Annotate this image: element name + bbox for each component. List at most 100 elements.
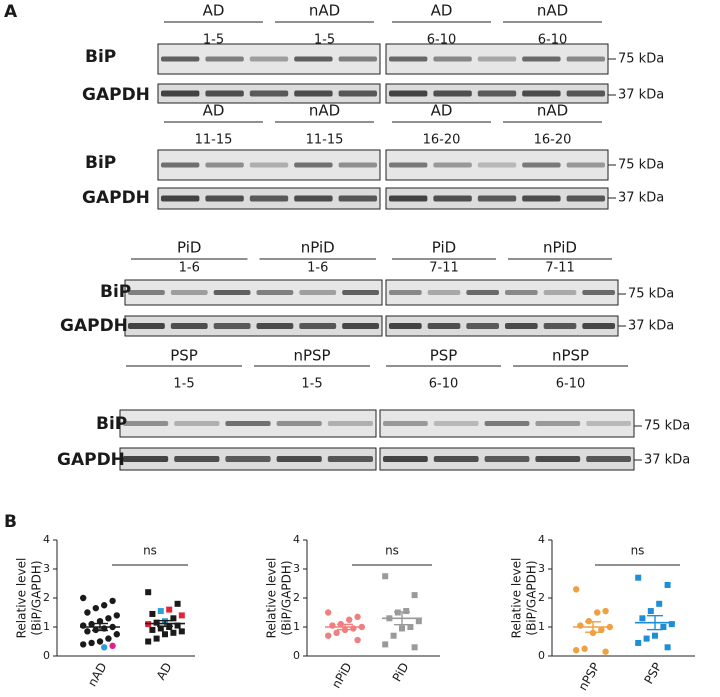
group-label: AD (203, 102, 225, 120)
data-point (166, 606, 173, 613)
band (433, 162, 472, 168)
band (433, 195, 472, 202)
significance-label: ns (631, 544, 645, 558)
group-label: PiD (177, 239, 201, 257)
data-point (602, 648, 609, 655)
band (484, 421, 530, 426)
band (466, 290, 499, 295)
data-point (382, 573, 389, 580)
data-point (153, 619, 160, 626)
row-label: GAPDH (82, 85, 150, 105)
band (249, 195, 289, 202)
data-point (573, 647, 580, 654)
data-point (643, 635, 650, 642)
band (128, 290, 165, 295)
y-tick-label: 1 (538, 620, 545, 633)
band (249, 162, 289, 168)
band (299, 323, 337, 329)
panel-label: A (4, 2, 18, 22)
data-point (407, 624, 414, 630)
data-point (346, 616, 353, 623)
band (338, 162, 377, 168)
band (566, 195, 605, 202)
data-point (80, 641, 87, 648)
data-point (174, 600, 181, 607)
data-point (109, 597, 116, 605)
data-point (415, 618, 422, 625)
band (342, 290, 379, 295)
data-point (403, 608, 410, 615)
lane-range: 11-15 (195, 133, 233, 148)
data-point (88, 639, 95, 647)
row-label: BiP (96, 414, 127, 434)
y-tick-label: 0 (43, 649, 50, 662)
band (433, 90, 472, 97)
data-point (333, 629, 340, 636)
data-point (162, 631, 168, 638)
x-tick-label: nPSP (576, 660, 603, 693)
data-point (664, 644, 671, 651)
band (389, 290, 422, 295)
y-axis-label: (BiP/GAPDH) (525, 560, 539, 635)
y-axis-label: Relative level (15, 558, 29, 639)
band (170, 323, 208, 329)
band (327, 456, 373, 462)
lane-range: 11-15 (306, 133, 344, 148)
group-label: PSP (170, 347, 198, 365)
data-point (668, 621, 675, 628)
group-label: nAD (537, 2, 568, 20)
band (389, 90, 428, 97)
data-point (325, 609, 332, 616)
size-marker: 37 kDa (644, 453, 690, 468)
y-tick-label: 4 (538, 533, 545, 546)
lane-range: 7-11 (545, 261, 575, 276)
band (123, 456, 169, 462)
data-point (170, 629, 177, 636)
data-point (92, 604, 100, 612)
band (535, 421, 581, 426)
data-point (101, 644, 108, 651)
data-point (149, 610, 156, 617)
group-label: nAD (309, 2, 340, 20)
group-label: AD (431, 102, 453, 120)
y-tick-label: 4 (43, 533, 50, 546)
y-tick-label: 2 (43, 591, 50, 604)
data-point (573, 586, 580, 593)
data-point (325, 632, 332, 639)
band (327, 421, 373, 426)
band (543, 323, 577, 329)
data-point (664, 581, 671, 588)
band (170, 290, 208, 295)
y-tick-label: 1 (293, 620, 300, 633)
band (299, 290, 337, 295)
band (342, 323, 379, 329)
data-point (635, 574, 642, 581)
band (161, 90, 200, 97)
band (174, 456, 220, 462)
data-point (145, 638, 152, 645)
band (128, 323, 165, 329)
size-marker: 37 kDa (628, 319, 674, 334)
size-marker: 75 kDa (618, 158, 664, 173)
x-tick-label: AD (154, 660, 175, 682)
band (535, 456, 581, 462)
band (225, 421, 271, 426)
lane-range: 1-6 (307, 261, 328, 276)
y-axis-label: Relative level (510, 558, 524, 639)
data-point (101, 602, 108, 609)
size-marker: 75 kDa (628, 287, 674, 302)
data-point (647, 608, 654, 615)
data-point (105, 635, 112, 642)
group-label: nPiD (301, 239, 335, 257)
band (477, 56, 517, 62)
group-label: AD (431, 2, 453, 20)
band (123, 421, 169, 426)
group-label: nPSP (293, 347, 330, 365)
data-point (652, 632, 658, 639)
x-tick-label: PiD (390, 660, 412, 684)
data-point (157, 625, 164, 632)
x-tick-label: PSP (641, 660, 664, 686)
band (383, 421, 428, 426)
lane-range: 6-10 (429, 377, 459, 392)
